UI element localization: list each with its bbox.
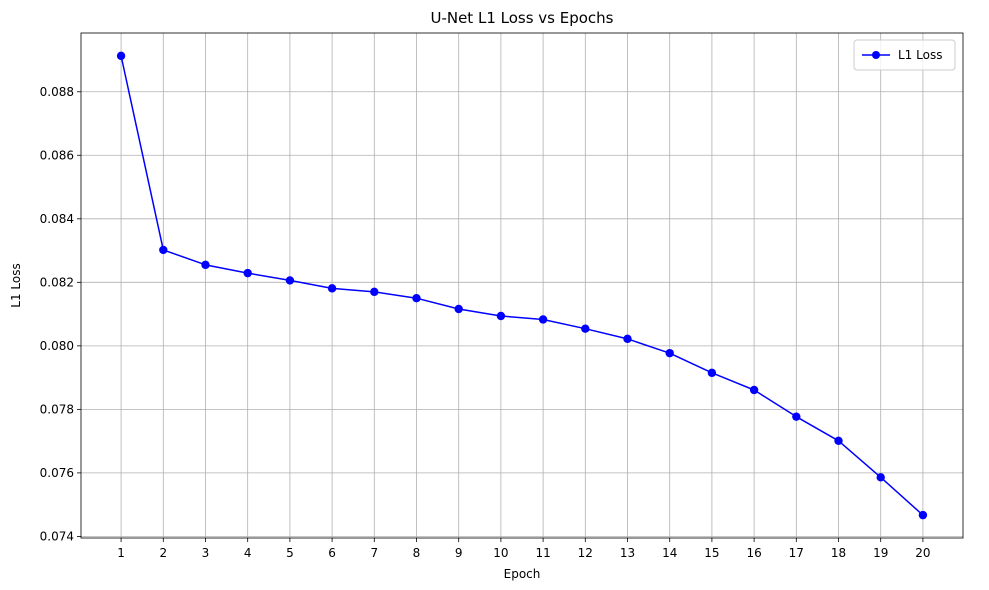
data-point <box>454 304 463 314</box>
x-tick-label: 18 <box>831 546 846 560</box>
x-tick-label: 7 <box>370 546 378 560</box>
y-tick-label: 0.086 <box>40 148 74 162</box>
x-tick-label: 13 <box>620 546 635 560</box>
data-point <box>792 412 801 421</box>
series-lines <box>120 55 924 516</box>
data-point <box>749 385 759 395</box>
data-point <box>581 324 590 333</box>
y-axis-label: L1 Loss <box>9 263 23 307</box>
plot-frame <box>80 32 964 539</box>
data-point <box>665 348 674 358</box>
axis-ticks <box>77 91 924 542</box>
y-tick-label: 0.080 <box>40 339 74 353</box>
legend-marker-icon <box>872 51 880 59</box>
grid-lines <box>81 33 963 538</box>
x-tick-label: 11 <box>535 546 550 560</box>
x-tick-label: 15 <box>704 546 719 560</box>
tick-labels: 1 2 3 4 5 6 7 8 9 10 11 12 13 14 15 16 17 18 19 200.0740.07… <box>40 85 931 560</box>
series-line <box>120 55 924 516</box>
x-tick-label: 9 <box>455 546 463 560</box>
data-points <box>116 51 928 520</box>
data-point <box>327 284 337 293</box>
y-tick-label: 0.082 <box>40 275 74 289</box>
data-point <box>412 294 421 303</box>
data-point <box>876 473 885 482</box>
y-tick-label: 0.084 <box>40 212 74 226</box>
x-tick-label: 4 <box>244 546 252 560</box>
data-point <box>243 268 252 278</box>
data-point <box>496 311 506 321</box>
x-tick-label: 16 <box>746 546 761 560</box>
chart-title: U-Net L1 Loss vs Epochs <box>430 9 613 27</box>
x-tick-label: 5 <box>286 546 294 560</box>
y-tick-label: 0.074 <box>40 529 74 543</box>
y-tick-label: 0.078 <box>40 402 74 416</box>
legend: L1 Loss <box>853 39 956 71</box>
x-tick-label: 1 <box>117 546 125 560</box>
x-axis-label: Epoch <box>504 567 541 581</box>
x-tick-label: 3 <box>202 546 210 560</box>
x-tick-label: 19 <box>873 546 888 560</box>
x-tick-label: 20 <box>915 546 930 560</box>
x-tick-label: 6 <box>328 546 336 560</box>
x-tick-label: 17 <box>789 546 804 560</box>
legend-label: L1 Loss <box>898 48 942 62</box>
data-point <box>285 276 295 285</box>
x-tick-label: 12 <box>578 546 593 560</box>
data-point <box>538 315 548 324</box>
x-tick-label: 14 <box>662 546 677 560</box>
data-point <box>370 287 379 297</box>
x-tick-label: 2 <box>159 546 167 560</box>
data-point <box>116 51 126 61</box>
data-point <box>159 245 168 255</box>
data-point <box>918 510 928 520</box>
y-tick-label: 0.076 <box>40 466 74 480</box>
legend-box <box>853 39 956 71</box>
y-tick-label: 0.088 <box>40 85 74 99</box>
x-tick-label: 8 <box>413 546 421 560</box>
data-point <box>623 334 632 344</box>
x-tick-label: 10 <box>493 546 508 560</box>
data-point <box>834 436 843 446</box>
data-point <box>707 368 717 378</box>
data-point <box>201 260 210 270</box>
